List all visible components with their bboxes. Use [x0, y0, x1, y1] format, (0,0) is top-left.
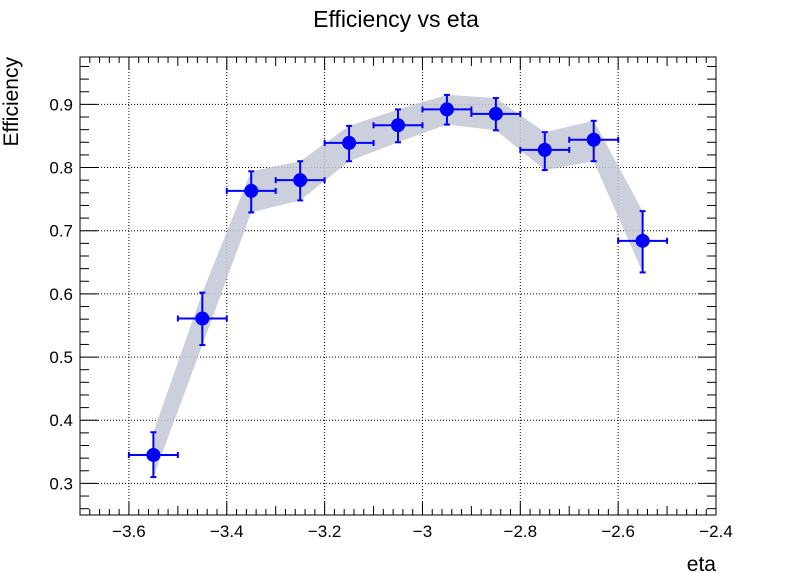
x-tick-labels: −3.6 −3.4 −3.2 −3 −2.8 −2.6 −2.4: [112, 522, 733, 541]
data-point: [439, 102, 454, 117]
x-tick-label: −3.2: [308, 522, 342, 541]
x-axis-title: eta: [687, 553, 717, 572]
x-tick-label: −3.4: [210, 522, 244, 541]
data-point: [488, 106, 503, 121]
data-point: [635, 233, 650, 248]
data-point: [391, 118, 405, 133]
data-points: [146, 102, 650, 462]
y-axis-title: Efficiency: [0, 57, 23, 147]
y-tick-label: 0.9: [49, 95, 73, 114]
y-tick-label: 0.6: [49, 285, 73, 304]
y-tick-label: 0.8: [49, 159, 73, 178]
y-tick-labels: 0.3 0.4 0.5 0.6 0.7 0.8 0.9: [49, 95, 73, 493]
chart-title: Efficiency vs eta: [313, 6, 479, 32]
x-tick-label: −2.8: [504, 522, 538, 541]
data-point: [146, 447, 161, 462]
x-tick-label: −3.6: [112, 522, 146, 541]
data-point: [537, 142, 552, 157]
major-ticks: [80, 57, 717, 515]
x-tick-label: −2.6: [601, 522, 635, 541]
data-point: [195, 311, 210, 326]
data-point: [293, 173, 308, 188]
error-bars: [127, 93, 669, 479]
y-tick-label: 0.3: [49, 474, 73, 493]
x-tick-label: −2.4: [699, 522, 733, 541]
y-tick-label: 0.7: [49, 222, 73, 241]
x-tick-label: −3: [413, 522, 432, 541]
y-tick-label: 0.5: [49, 348, 73, 367]
plot-frame: [79, 56, 717, 516]
data-point: [342, 135, 357, 150]
data-point: [586, 132, 601, 147]
data-point: [244, 183, 259, 198]
y-tick-label: 0.4: [49, 411, 73, 430]
